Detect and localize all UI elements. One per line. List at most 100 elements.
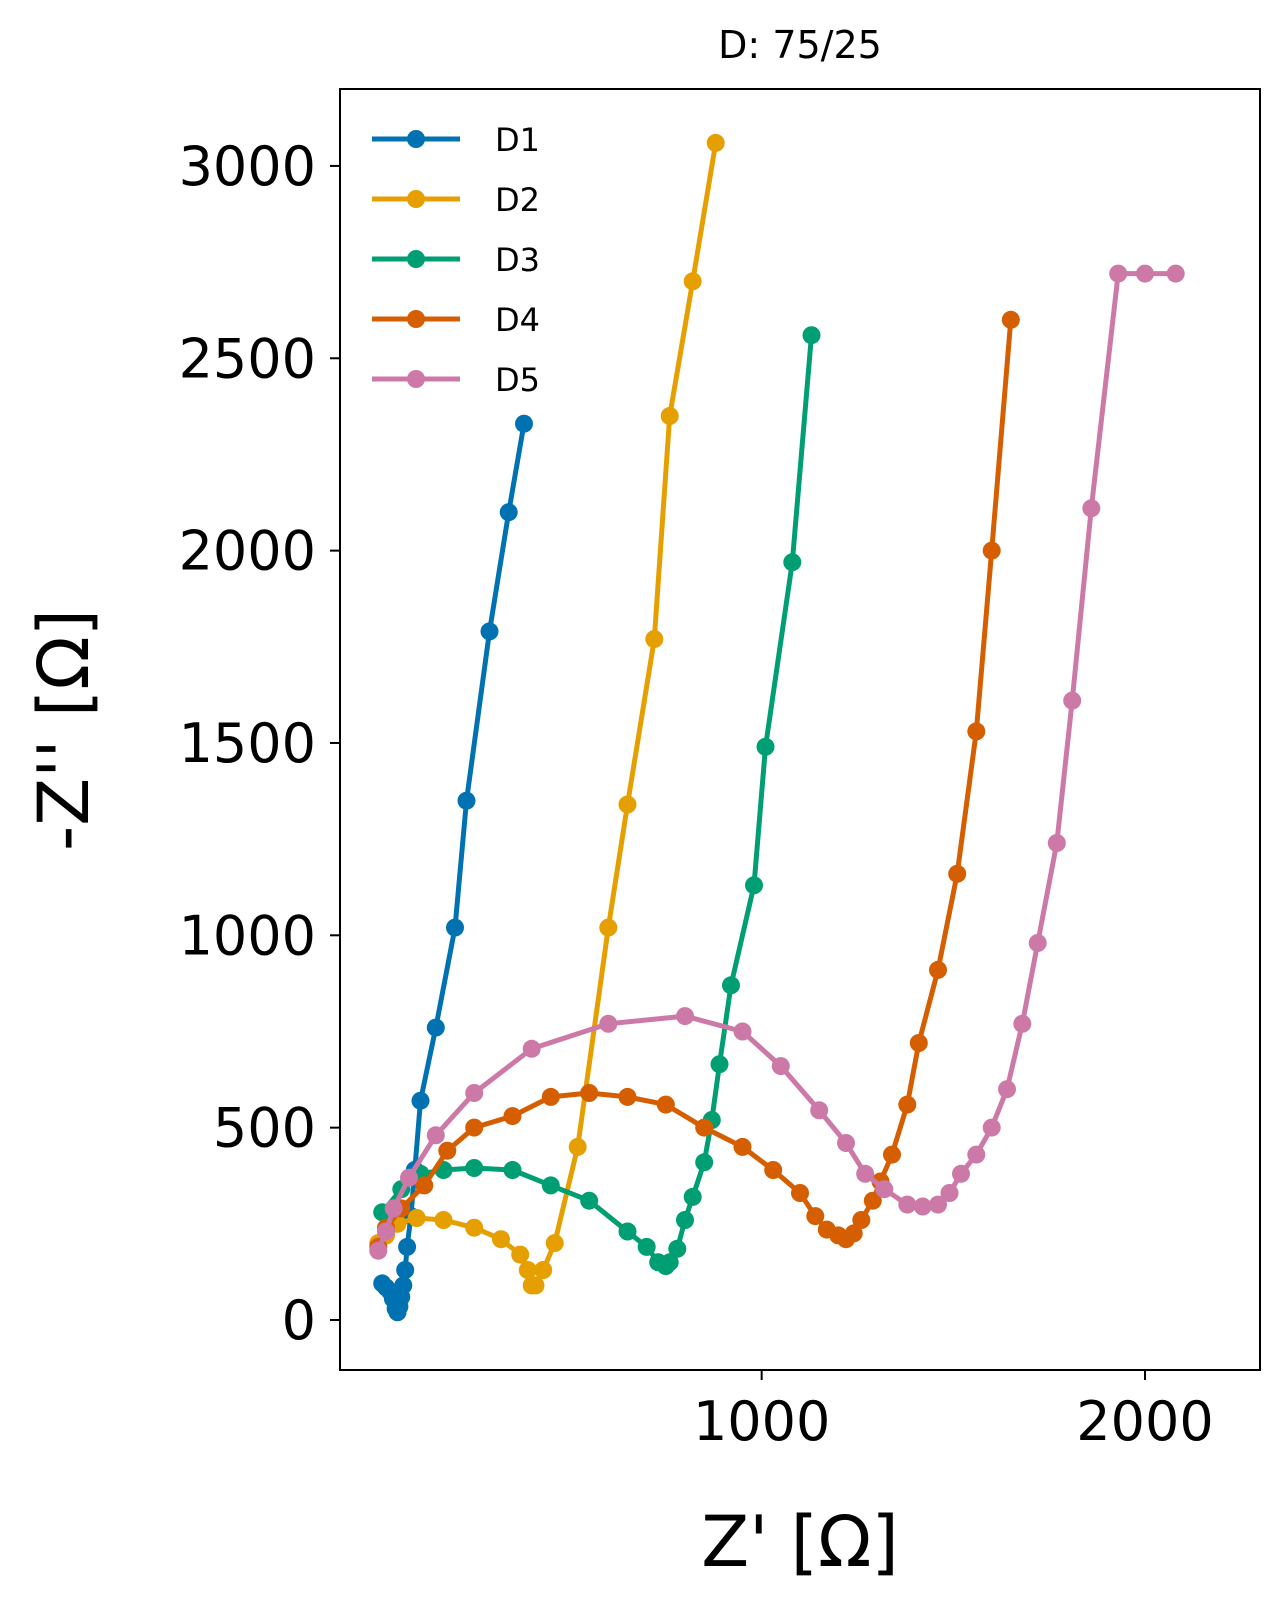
data-point [695, 1153, 714, 1172]
data-point [929, 960, 947, 979]
y-tick-label: 0 [282, 1289, 316, 1352]
data-point [791, 1184, 809, 1202]
data-point [1082, 499, 1101, 518]
legend-item-d3: D3 [372, 241, 540, 279]
data-point [580, 1084, 599, 1102]
data-point [764, 1161, 783, 1179]
data-point [952, 1164, 970, 1183]
y-tick-label: 2000 [179, 520, 316, 583]
data-point [534, 1261, 553, 1279]
data-point [856, 1164, 875, 1183]
data-point [982, 541, 1001, 560]
data-point [683, 1187, 702, 1206]
chart-title: D: 75/25 [718, 23, 882, 67]
data-point [756, 737, 775, 756]
data-point [745, 876, 763, 895]
data-point [1136, 264, 1154, 283]
data-point [446, 918, 464, 937]
legend-item-d1: D1 [372, 121, 540, 159]
data-point [852, 1211, 871, 1229]
data-point [618, 1087, 637, 1106]
legend-label: D5 [495, 361, 540, 399]
legend-marker [407, 130, 425, 148]
data-point [806, 1207, 825, 1226]
series-line [375, 317, 1014, 1250]
data-point [1047, 834, 1066, 852]
data-point [480, 622, 499, 641]
data-point [982, 1118, 1001, 1137]
y-axis-label: -Z'' [Ω] [23, 609, 105, 851]
data-point [863, 1191, 882, 1210]
legend-label: D2 [495, 181, 540, 219]
data-point [683, 272, 702, 291]
data-point [398, 1237, 417, 1256]
legend-item-d4: D4 [372, 301, 540, 339]
data-point [465, 1084, 484, 1102]
data-point [913, 1197, 932, 1216]
plot-frame [339, 88, 1261, 1371]
data-point [426, 1126, 445, 1145]
data-point [1166, 264, 1185, 283]
legend-label: D1 [495, 121, 540, 159]
data-point [618, 1222, 637, 1241]
data-point [695, 1118, 714, 1137]
data-point [384, 1199, 403, 1218]
data-point [771, 1057, 790, 1076]
x-tick-label: 2000 [1076, 1390, 1213, 1453]
data-point [515, 414, 533, 433]
data-point [503, 1161, 522, 1179]
data-point [511, 1245, 530, 1264]
series-d4 [369, 310, 1020, 1256]
data-point [929, 1195, 947, 1214]
data-point [706, 133, 725, 152]
series-line [375, 271, 1179, 1254]
series-d5 [369, 264, 1185, 1260]
data-point [1109, 264, 1128, 283]
data-point [434, 1211, 453, 1229]
data-point [580, 1191, 599, 1210]
data-point [710, 1055, 729, 1074]
data-point [499, 503, 518, 522]
legend-item-d2: D2 [372, 181, 540, 219]
series-d1 [373, 414, 533, 1322]
data-point [369, 1241, 388, 1260]
data-point [909, 1034, 928, 1052]
data-point [967, 1145, 986, 1164]
data-point [599, 1014, 618, 1033]
data-point [411, 1091, 430, 1110]
data-point [526, 1276, 545, 1295]
y-tick-label: 2500 [179, 327, 316, 390]
data-point [1028, 934, 1047, 952]
data-point [637, 1237, 656, 1256]
data-point [1001, 310, 1020, 329]
data-point [541, 1176, 560, 1195]
data-point [802, 326, 821, 345]
data-point [837, 1134, 855, 1152]
y-tick-label: 1000 [179, 904, 316, 967]
data-point [668, 1239, 687, 1258]
legend-marker [407, 250, 425, 268]
data-point [503, 1107, 522, 1126]
data-point [660, 407, 679, 425]
series-d3 [373, 326, 821, 1276]
data-point [676, 1007, 694, 1026]
data-point [676, 1211, 694, 1229]
data-point [465, 1218, 484, 1237]
legend-marker [407, 190, 425, 208]
data-point [465, 1118, 484, 1137]
data-point [733, 1022, 752, 1041]
data-point [618, 795, 637, 814]
data-point [522, 1039, 541, 1058]
data-point [810, 1101, 829, 1120]
legend-label: D4 [495, 301, 540, 339]
data-point [599, 918, 618, 937]
data-point [1013, 1014, 1032, 1033]
data-point [377, 1222, 395, 1241]
data-point [998, 1080, 1016, 1099]
data-point [568, 1137, 587, 1156]
data-point [541, 1087, 560, 1106]
legend-marker [407, 310, 425, 328]
data-point [415, 1176, 434, 1195]
legend: D1 D2 D3 D4 D5 [372, 121, 540, 399]
